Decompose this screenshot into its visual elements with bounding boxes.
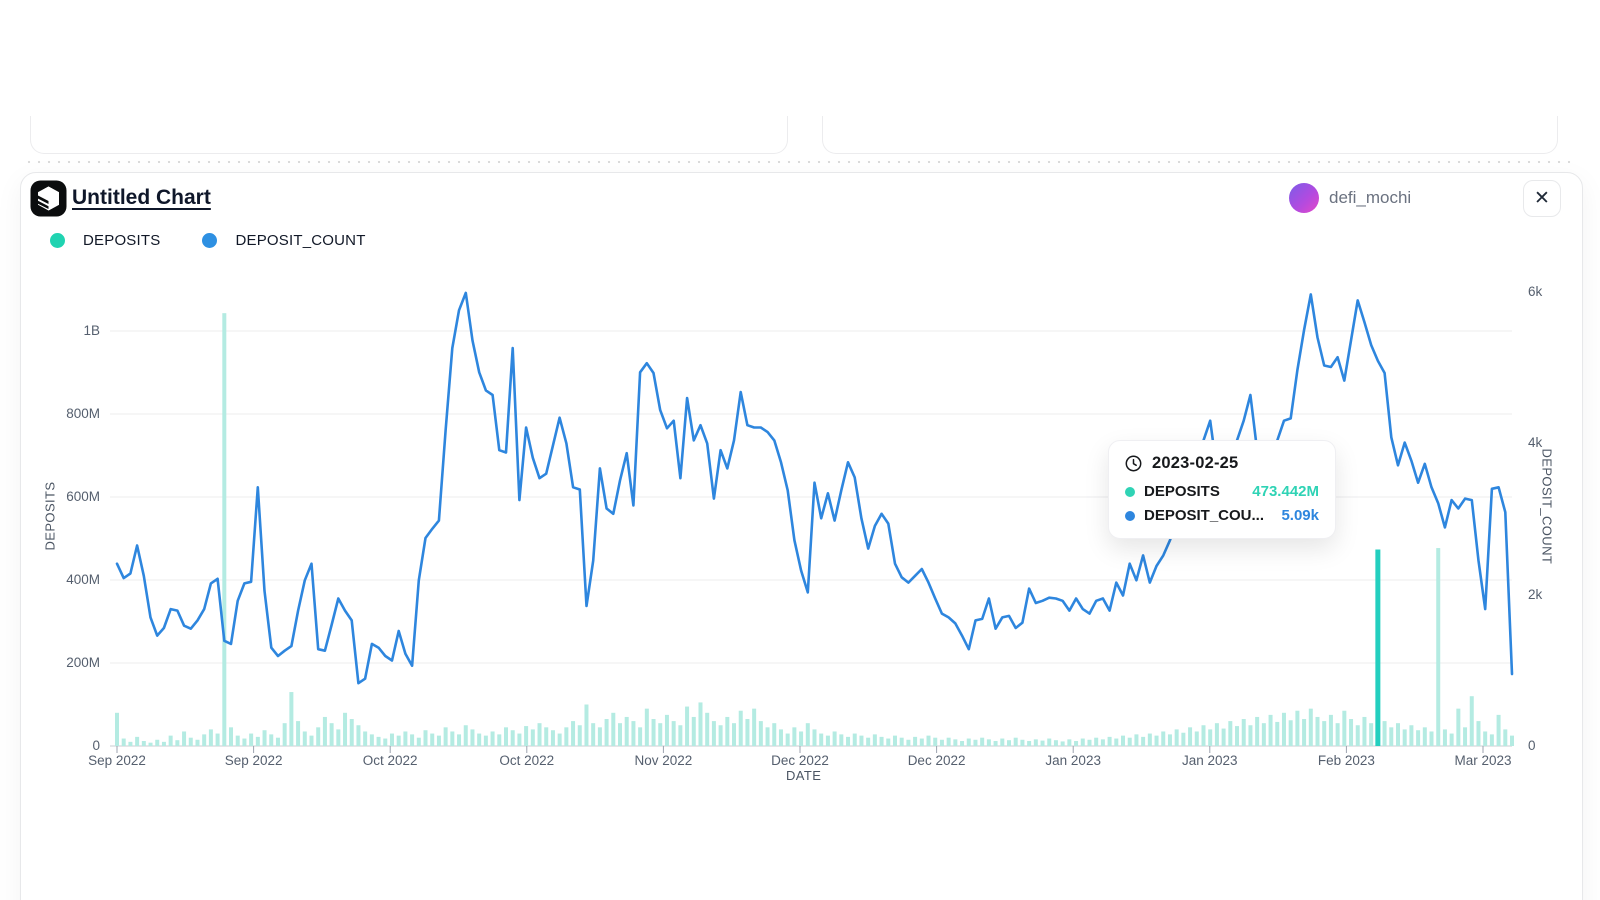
tooltip-label: DEPOSIT_COU... <box>1144 507 1265 524</box>
tooltip-row-deposits: DEPOSITS 473.442M <box>1125 483 1319 500</box>
legend-label: DEPOSITS <box>83 232 161 249</box>
deposit-count-dot-icon <box>1125 510 1135 521</box>
tooltip-date: 2023-02-25 <box>1152 454 1239 472</box>
username-label: defi_mochi <box>1329 188 1412 207</box>
clock-icon <box>1125 455 1142 472</box>
legend-label: DEPOSIT_COUNT <box>235 232 366 249</box>
user-avatar[interactable] <box>1289 183 1319 213</box>
legend-item-deposits[interactable]: DEPOSITS <box>50 232 160 249</box>
deposit-count-dot-icon <box>202 233 218 248</box>
dashboard-dot-grid <box>24 160 1576 164</box>
flipside-logo-icon <box>30 180 67 217</box>
tooltip-value: 473.442M <box>1252 483 1319 500</box>
chart-tooltip: 2023-02-25 DEPOSITS 473.442M DEPOSIT_COU… <box>1108 440 1336 539</box>
deposits-dot-icon <box>1125 486 1135 497</box>
tooltip-row-deposit-count: DEPOSIT_COU... 5.09k <box>1125 507 1319 524</box>
background-tile-edge <box>822 116 1558 154</box>
deposits-dot-icon <box>50 233 65 248</box>
close-button[interactable]: ✕ <box>1523 180 1561 217</box>
page-title[interactable]: Untitled Chart <box>72 186 211 209</box>
tooltip-value: 5.09k <box>1281 507 1319 524</box>
legend-item-deposit-count[interactable]: DEPOSIT_COUNT <box>202 232 365 249</box>
background-tile-edge <box>30 116 788 154</box>
chart-legend: DEPOSITS DEPOSIT_COUNT <box>50 232 366 249</box>
tooltip-label: DEPOSITS <box>1144 483 1220 500</box>
close-icon: ✕ <box>1534 188 1550 209</box>
chart-card <box>20 172 1583 900</box>
